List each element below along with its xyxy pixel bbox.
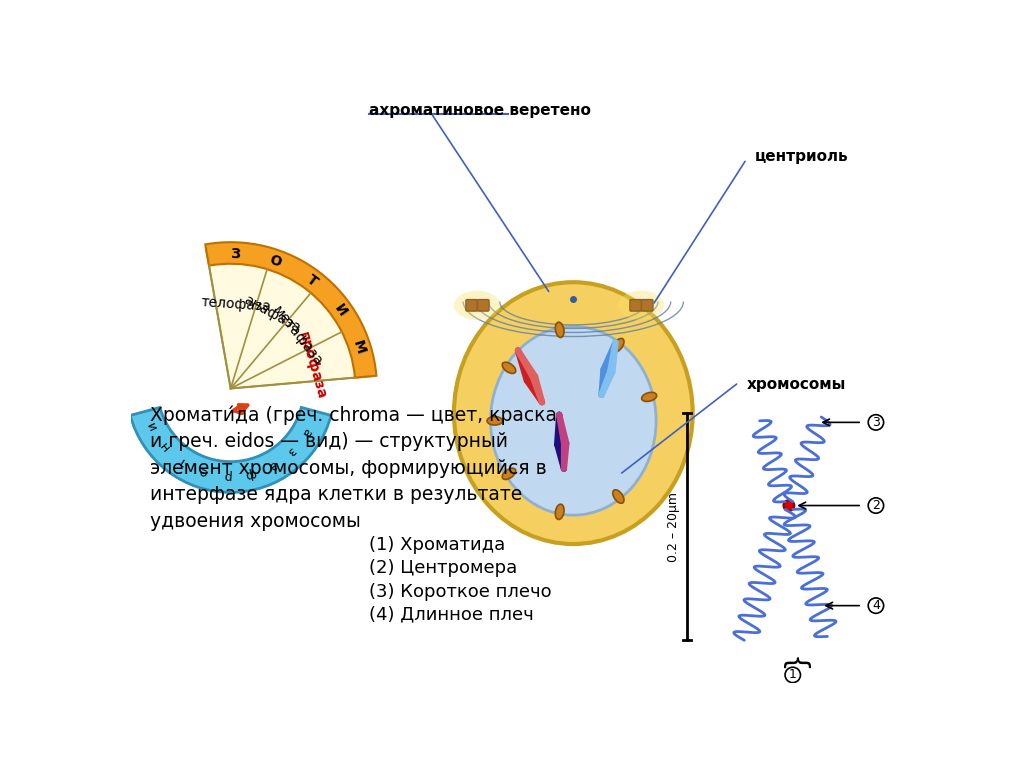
Text: р: р (222, 469, 231, 482)
Text: О: О (267, 253, 284, 270)
Text: (2) Центромера: (2) Центромера (370, 559, 517, 578)
FancyBboxPatch shape (641, 300, 653, 311)
Ellipse shape (487, 416, 503, 425)
Ellipse shape (454, 282, 692, 544)
FancyBboxPatch shape (477, 300, 489, 311)
Text: е: е (198, 464, 209, 479)
Ellipse shape (612, 490, 624, 503)
Wedge shape (130, 407, 331, 492)
Circle shape (868, 415, 884, 430)
FancyBboxPatch shape (630, 300, 641, 311)
Text: центриоль: центриоль (755, 150, 848, 164)
Text: И: И (332, 301, 349, 319)
Text: {: { (779, 656, 807, 673)
Ellipse shape (490, 327, 656, 515)
Ellipse shape (555, 322, 564, 337)
Text: н: н (157, 438, 172, 453)
Circle shape (785, 667, 801, 683)
Text: т: т (176, 453, 189, 469)
Text: метафаза: метафаза (269, 304, 326, 369)
Text: 3: 3 (872, 416, 880, 429)
Ellipse shape (555, 504, 564, 519)
Ellipse shape (612, 338, 624, 352)
Ellipse shape (617, 291, 665, 320)
Text: и: и (144, 419, 160, 432)
Text: ф: ф (244, 466, 257, 481)
Text: а: а (266, 457, 279, 472)
Text: (4) Длинное плеч: (4) Длинное плеч (370, 606, 534, 624)
Text: 2: 2 (872, 499, 880, 512)
Circle shape (868, 598, 884, 614)
Text: М: М (350, 338, 368, 356)
Text: телофаза: телофаза (201, 295, 272, 314)
Ellipse shape (502, 468, 516, 479)
Text: Хромати́да (греч. chroma — цвет, краска
и греч. eidos — вид) — структурный
элеме: Хромати́да (греч. chroma — цвет, краска … (150, 406, 557, 531)
Wedge shape (206, 246, 373, 389)
Text: (3) Короткое плечо: (3) Короткое плечо (370, 582, 552, 601)
Text: (1) Хроматида: (1) Хроматида (370, 536, 506, 555)
Wedge shape (205, 242, 377, 377)
Ellipse shape (642, 393, 656, 401)
Text: З: З (230, 247, 241, 261)
Text: 1: 1 (788, 668, 797, 681)
Ellipse shape (502, 362, 516, 374)
Text: профаза: профаза (296, 330, 329, 400)
Text: 4: 4 (872, 599, 880, 612)
Text: анафаза: анафаза (241, 293, 303, 336)
Text: 0.2 – 20μm: 0.2 – 20μm (667, 492, 680, 561)
Text: а: а (298, 426, 313, 439)
Text: з: з (285, 444, 298, 458)
Text: хромосомы: хромосомы (746, 377, 846, 392)
Circle shape (783, 500, 795, 511)
Text: Т: Т (304, 272, 319, 289)
FancyBboxPatch shape (466, 300, 477, 311)
Text: ахроматиновое веретено: ахроматиновое веретено (370, 103, 591, 118)
Circle shape (868, 498, 884, 513)
Ellipse shape (454, 291, 500, 320)
